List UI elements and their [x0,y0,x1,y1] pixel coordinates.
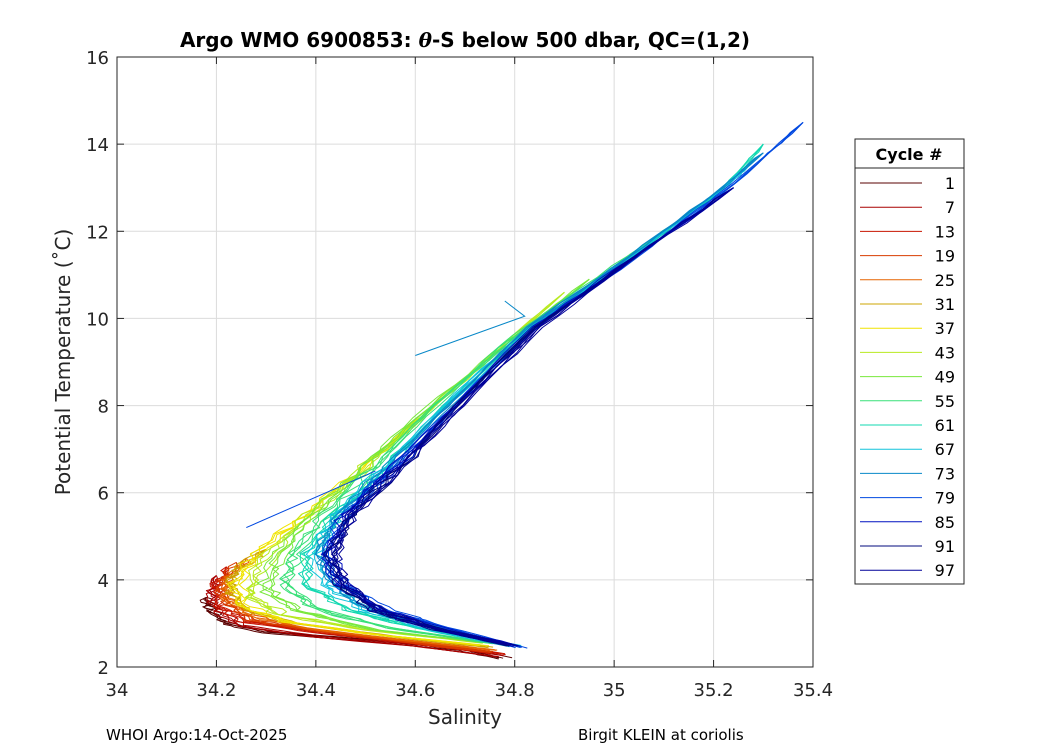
x-tick-label: 34.6 [395,680,435,701]
legend-label: 91 [935,537,955,556]
legend-label: 19 [935,247,955,266]
series-line-cycle-37 [226,413,477,646]
plot-frame [116,56,814,668]
legend-entries: 1 7 13 19 25 31 37 43 49 55 61 67 73 79 85 91 97 [860,174,955,580]
title-theta-symbol: θ [419,28,433,52]
plot-area: 34 34.2 34.4 34.6 34.8 35 35.2 35.4 2 4 6 8 10 12 14 1… [86,48,833,701]
x-tick-label: 34.4 [296,680,336,701]
footer-credit-author: Birgit KLEIN at coriolis [578,726,744,744]
legend-label: 13 [935,222,955,241]
legend-label: 43 [935,343,955,362]
x-tick-label: 35.2 [694,680,734,701]
stray-profile-segment [415,300,526,356]
legend-label: 37 [935,319,955,338]
legend-label: 73 [935,464,955,483]
y-tick-label: 12 [86,222,109,243]
x-tick-label: 35.4 [793,680,833,701]
legend-title: Cycle # [876,145,943,164]
x-tick-label: 34.2 [196,680,236,701]
legend-label: 85 [935,513,955,532]
legend-label: 67 [935,440,955,459]
y-tick-label: 16 [86,48,109,69]
x-tick-label: 34 [106,680,129,701]
series-line-cycle-49 [269,278,590,644]
y-tick-label: 10 [86,309,109,330]
footer-credit-date: WHOI Argo:14-Oct-2025 [106,726,288,744]
y-axis-ticks: 2 4 6 8 10 12 14 16 [86,48,813,679]
y-tick-label: 8 [98,397,109,418]
x-axis-ticks: 34 34.2 34.4 34.6 34.8 35 35.2 35.4 [106,57,833,701]
series-line-cycle-43 [244,291,565,644]
plot-background [117,57,813,667]
legend-label: 25 [935,271,955,290]
y-tick-label: 2 [98,658,109,679]
data-series [199,122,804,660]
legend-label: 49 [935,368,955,387]
y-tick-label: 14 [86,135,109,156]
legend-label: 1 [945,174,955,193]
series-line-cycle-25 [220,557,495,651]
series-line-cycle-97 [333,187,734,647]
series-line-cycle-55 [280,196,714,644]
stray-profile-segment [246,470,376,529]
series-line-cycle-1 [199,596,499,660]
y-tick-label: 4 [98,571,109,592]
chart-title: Argo WMO 6900853: θ-S below 500 dbar, QC… [180,28,750,52]
x-tick-label: 34.8 [495,680,535,701]
y-axis-label: Potential Temperature (˚C) [51,229,75,496]
legend-label: 31 [935,295,955,314]
legend-label: 79 [935,489,955,508]
y-tick-label: 6 [98,484,109,505]
legend-label: 7 [945,198,955,217]
legend-label: 61 [935,416,955,435]
series-line-cycle-91 [323,256,635,647]
series-line-cycle-7 [205,575,499,658]
series-line-cycle-97 [329,187,734,646]
legend-box [854,138,965,585]
x-tick-label: 35 [603,680,626,701]
series-line-cycle-97 [335,187,734,646]
legend-label: 97 [935,561,955,580]
legend: Cycle # 1 7 13 19 25 31 37 43 49 55 61 67 73 79 85 91 97 [854,138,965,585]
legend-label: 55 [935,392,955,411]
x-axis-label: Salinity [428,705,502,729]
